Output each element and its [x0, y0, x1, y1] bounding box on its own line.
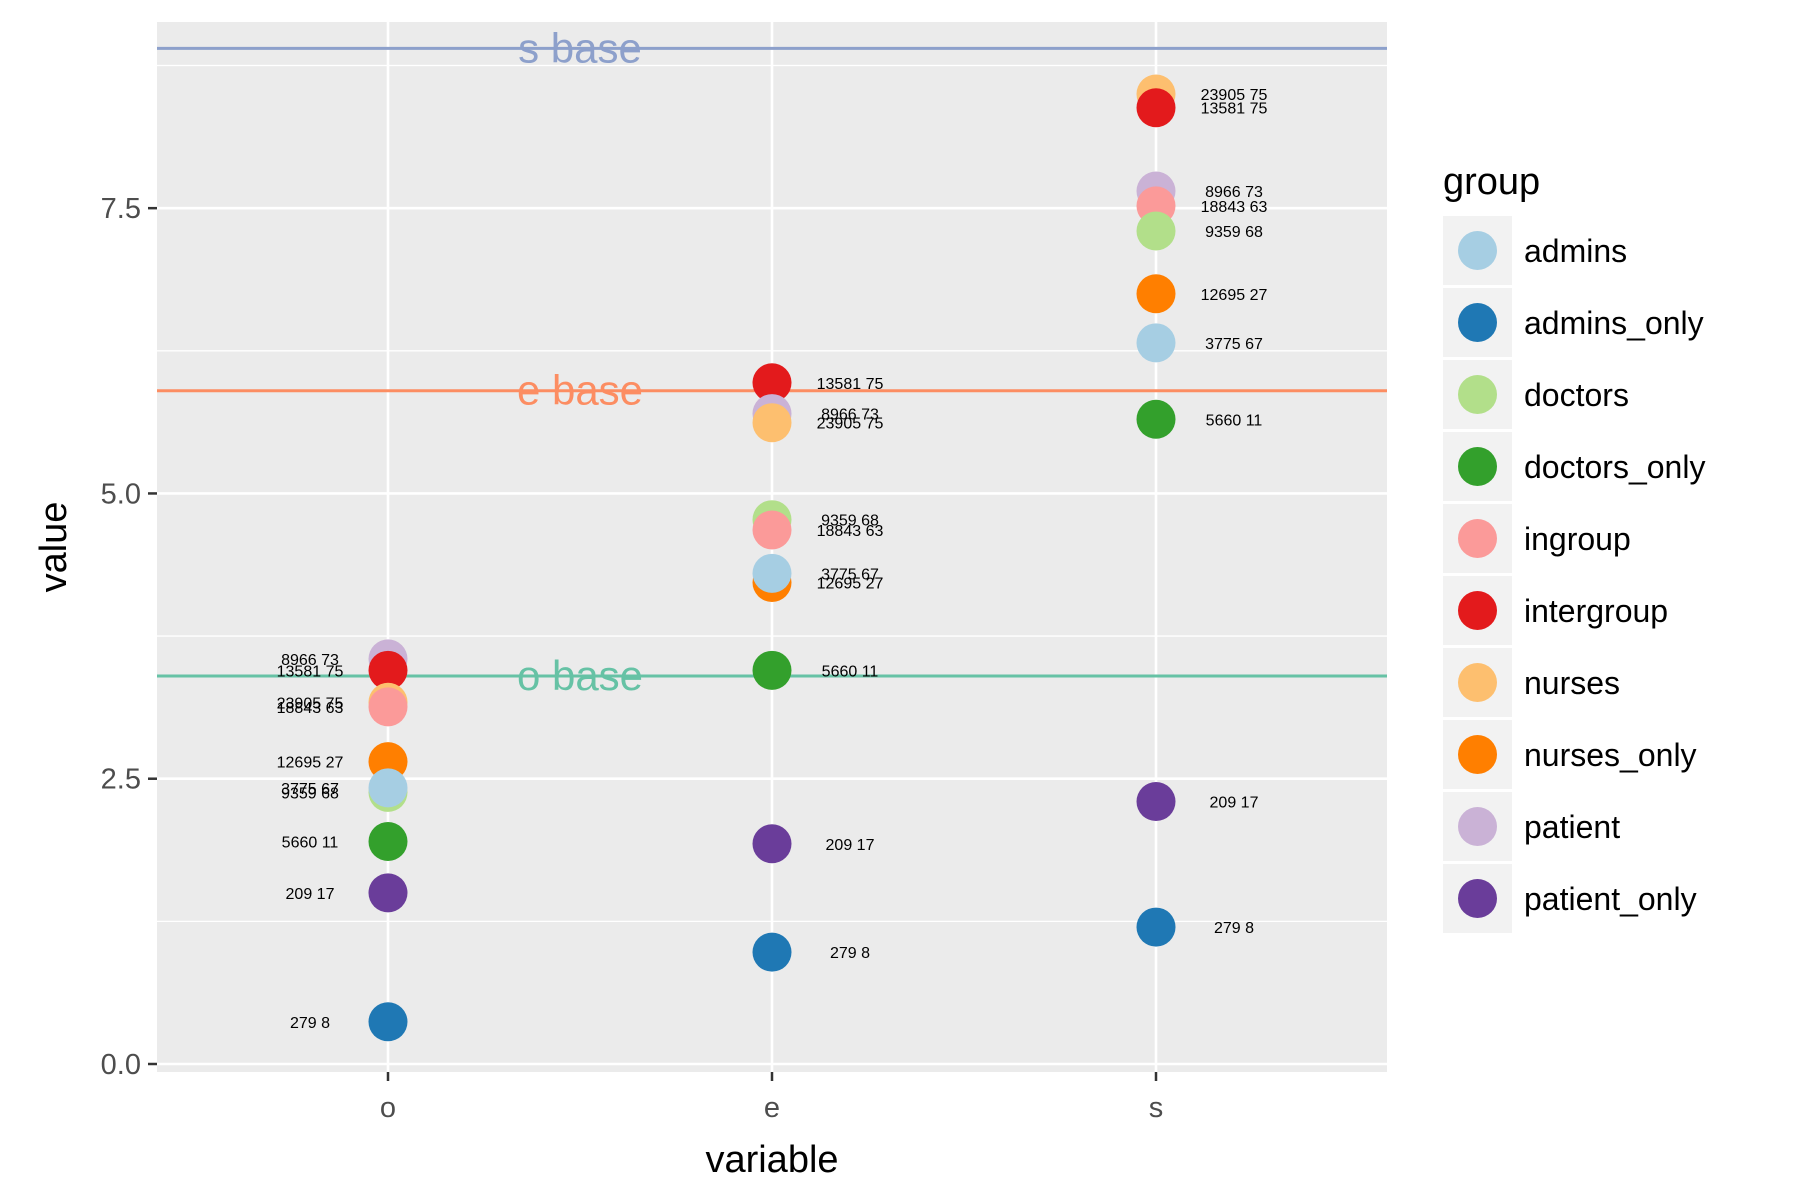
- point-label: 209 17: [286, 886, 335, 903]
- point-admins-o: [368, 768, 408, 808]
- point-label: 3775 67: [281, 781, 339, 798]
- point-doctors-s: [1136, 211, 1176, 251]
- point-label: 13581 75: [1201, 101, 1268, 118]
- legend-title: group: [1443, 161, 1540, 203]
- point-label: 18843 63: [1201, 199, 1268, 216]
- point-label: 8966 73: [281, 652, 339, 669]
- baseline-label: e base: [517, 367, 643, 414]
- point-label: 279 8: [1214, 920, 1254, 937]
- point-label: 8966 73: [1205, 184, 1263, 201]
- legend-swatch-intergroup: [1458, 591, 1497, 630]
- legend-label: admins: [1524, 233, 1627, 269]
- point-label: 209 17: [826, 837, 875, 854]
- x-axis-title: variable: [705, 1139, 838, 1181]
- x-tick-label: s: [1149, 1092, 1164, 1124]
- point-patient_only-s: [1136, 782, 1176, 822]
- point-label: 3775 67: [821, 566, 879, 583]
- point-label: 209 17: [1210, 795, 1259, 812]
- point-label: 23905 75: [277, 695, 344, 712]
- point-label: 279 8: [830, 945, 870, 962]
- point-admins_only-e: [752, 932, 792, 972]
- legend-label: patient: [1524, 809, 1620, 845]
- point-label: 18843 63: [817, 523, 884, 540]
- point-label: 8966 73: [821, 407, 879, 424]
- legend-swatch-nurses: [1458, 663, 1497, 702]
- legend-swatch-doctors_only: [1458, 447, 1497, 486]
- point-intergroup-o: [368, 650, 408, 690]
- y-axis-title: value: [33, 502, 75, 593]
- point-nurses_only-s: [1136, 274, 1176, 314]
- point-patient_only-e: [752, 824, 792, 864]
- legend-label: admins_only: [1524, 305, 1704, 341]
- y-tick-label: 5.0: [101, 478, 141, 510]
- point-label: 12695 27: [817, 575, 884, 592]
- point-label: 23905 75: [1201, 87, 1268, 104]
- legend-label: doctors: [1524, 377, 1629, 413]
- point-patient_only-o: [368, 873, 408, 913]
- legend-swatch-admins_only: [1458, 303, 1497, 342]
- point-label: 5660 11: [282, 834, 339, 851]
- point-label: 9359 68: [281, 785, 339, 802]
- y-tick-label: 0.0: [101, 1049, 141, 1081]
- legend-swatch-admins: [1458, 231, 1497, 270]
- point-label: 9359 68: [821, 513, 879, 530]
- legend-swatch-nurses_only: [1458, 735, 1497, 774]
- point-admins_only-o: [368, 1002, 408, 1042]
- baseline-label: s base: [518, 24, 642, 71]
- legend-label: patient_only: [1524, 881, 1697, 917]
- legend-label: doctors_only: [1524, 449, 1705, 485]
- legend-label: nurses_only: [1524, 737, 1697, 773]
- point-label: 5660 11: [822, 663, 879, 680]
- legend-swatch-ingroup: [1458, 519, 1497, 558]
- point-doctors_only-o: [368, 821, 408, 861]
- point-ingroup-o: [368, 687, 408, 727]
- legend-swatch-doctors: [1458, 375, 1497, 414]
- point-ingroup-e: [752, 510, 792, 550]
- y-axis: 0.0 2.5 5.0 7.5: [101, 193, 157, 1081]
- baselines: s base e base o base: [157, 24, 1387, 699]
- point-label: 13581 75: [817, 376, 884, 393]
- point-label: 12695 27: [277, 755, 344, 772]
- point-admins_only-s: [1136, 907, 1176, 947]
- legend-label: intergroup: [1524, 593, 1668, 629]
- point-doctors_only-s: [1136, 399, 1176, 439]
- y-tick-label: 7.5: [101, 193, 141, 225]
- point-label: 3775 67: [1205, 336, 1263, 353]
- legend-label: nurses: [1524, 665, 1620, 701]
- point-label: 279 8: [290, 1015, 330, 1032]
- x-tick-label: e: [764, 1092, 780, 1124]
- point-label: 13581 75: [277, 663, 344, 680]
- point-label: 5660 11: [1206, 412, 1263, 429]
- point-admins-e: [752, 553, 792, 593]
- point-intergroup-s: [1136, 88, 1176, 128]
- legend-swatch-patient: [1458, 807, 1497, 846]
- baseline-label: o base: [517, 652, 643, 699]
- x-tick-label: o: [380, 1092, 396, 1124]
- point-nurses-e: [752, 403, 792, 443]
- point-label: 12695 27: [1201, 287, 1268, 304]
- point-admins-s: [1136, 323, 1176, 363]
- legend-swatch-patient_only: [1458, 879, 1497, 918]
- y-tick-label: 2.5: [101, 764, 141, 796]
- point-doctors_only-e: [752, 650, 792, 690]
- point-label: 23905 75: [817, 416, 884, 433]
- point-label: 18843 63: [277, 700, 344, 717]
- legend-label: ingroup: [1524, 521, 1631, 557]
- point-label: 9359 68: [1205, 224, 1263, 241]
- data-points: [368, 74, 1176, 1042]
- point-intergroup-e: [752, 363, 792, 403]
